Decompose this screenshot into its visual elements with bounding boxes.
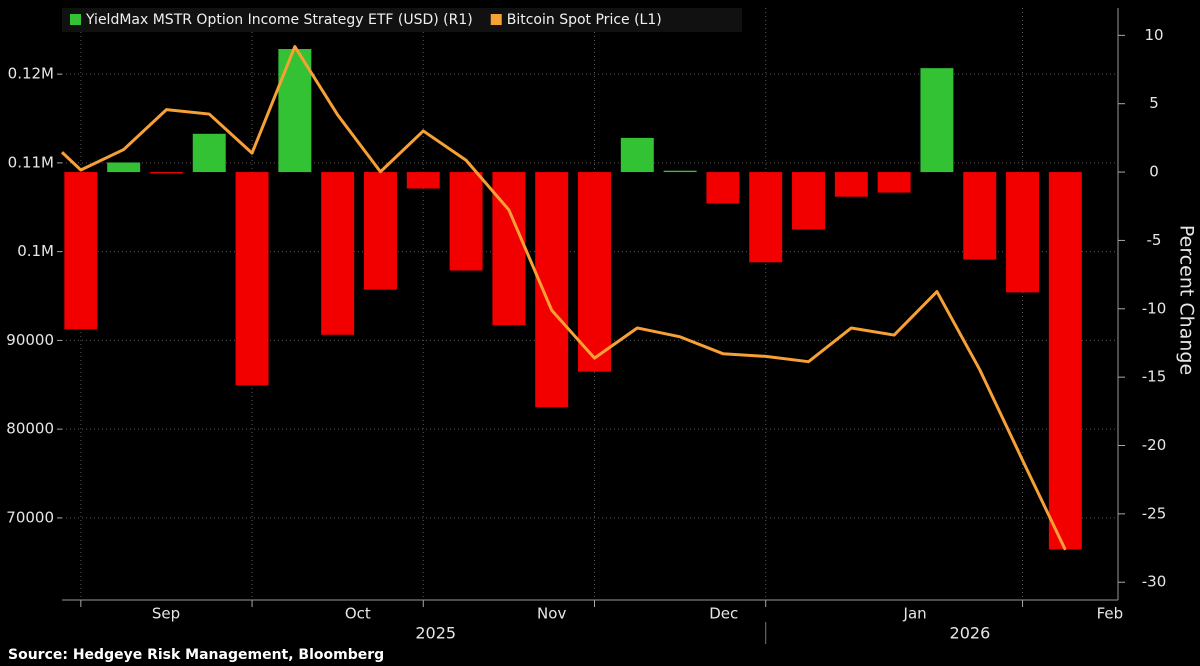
year-label: 2025 (415, 624, 456, 643)
legend-label: Bitcoin Spot Price (L1) (507, 12, 662, 28)
bar (706, 172, 740, 204)
y2-tick-label: -5 (1147, 231, 1162, 249)
bar (278, 49, 312, 173)
bar (578, 172, 611, 372)
y-tick-label: 80000 (6, 420, 54, 438)
bar (321, 172, 355, 335)
line (60, 45, 1067, 551)
y2-tick-label: -15 (1142, 368, 1167, 386)
bar (535, 172, 569, 408)
y-tick-label: 90000 (6, 331, 54, 349)
bar (877, 172, 911, 193)
bar (920, 68, 954, 173)
source: Source: Hedgeye Risk Management, Bloombe… (8, 647, 384, 663)
bar (620, 137, 654, 173)
y-tick-label: 0.12M (8, 65, 54, 83)
bar (192, 133, 226, 173)
y-tick-label: 0.11M (8, 153, 54, 171)
bar (749, 172, 783, 263)
legend-box (62, 8, 742, 32)
legend-swatch (70, 14, 81, 25)
x-tick-label: Feb (1097, 605, 1124, 623)
year-label: 2026 (950, 624, 991, 643)
x-tick-label: Nov (537, 605, 566, 623)
y2-tick-label: -20 (1142, 436, 1167, 454)
y-tick-label: 0.1M (17, 242, 54, 260)
bar (235, 172, 269, 386)
x-tick-label: Sep (152, 605, 180, 623)
y2-tick-label: 5 (1149, 94, 1159, 112)
legend-label: YieldMax MSTR Option Income Strategy ETF… (85, 12, 473, 28)
y-tick-label: 70000 (6, 508, 54, 526)
legend-swatch (490, 14, 502, 25)
y2-tick-label: -10 (1142, 299, 1167, 317)
y2-tick-label: -25 (1142, 504, 1167, 522)
x-tick-label: Dec (709, 605, 738, 623)
y2-axis-label: Percent Change (1176, 225, 1198, 375)
bar (792, 172, 825, 230)
bar (1006, 172, 1040, 293)
bar (149, 172, 183, 174)
bar (363, 172, 397, 290)
y2-tick-label: 10 (1144, 26, 1163, 44)
x-tick-label: Oct (345, 605, 371, 623)
bar (663, 170, 697, 173)
bar (406, 172, 440, 189)
bar (834, 172, 868, 197)
y2-tick-label: -30 (1142, 573, 1167, 591)
bar (107, 162, 141, 173)
bar (963, 172, 997, 260)
y2-tick-label: 0 (1149, 163, 1159, 181)
x-tick-label: Jan (903, 605, 927, 623)
bar (449, 172, 483, 271)
bar (1048, 172, 1082, 550)
bar (64, 172, 98, 330)
